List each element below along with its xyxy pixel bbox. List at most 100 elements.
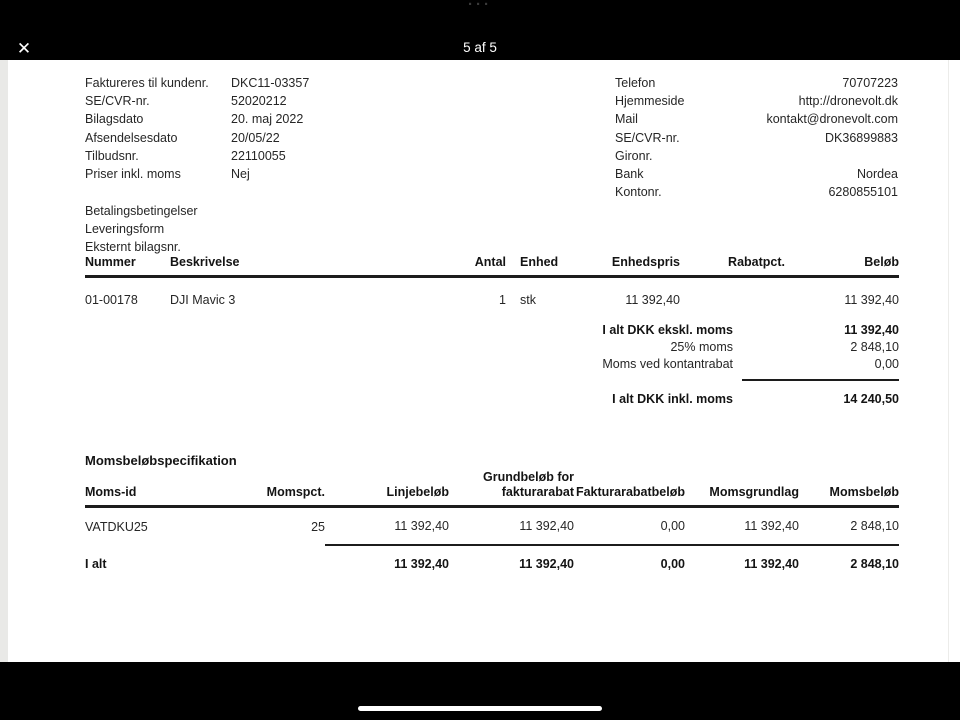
meta-value: Nordea <box>857 167 898 182</box>
page-indicator: 5 af 5 <box>463 40 497 55</box>
terms-labels: Betalingsbetingelser Leveringsform Ekste… <box>85 202 198 257</box>
cell-unit-price: 11 392,40 <box>625 293 680 307</box>
column-header: Linjebeløb <box>325 470 449 508</box>
meta-value: DK36899883 <box>825 130 898 145</box>
total-value: 14 240,50 <box>843 392 899 406</box>
meta-row: Gironr. <box>615 147 898 165</box>
table-row: 01-00178 DJI Mavic 3 1 stk 11 392,40 11 … <box>85 277 899 309</box>
cell-total-label: I alt <box>85 556 107 571</box>
meta-row: SE/CVR-nr. 52020212 <box>85 92 415 110</box>
close-button[interactable]: ✕ <box>12 38 36 60</box>
meta-label: SE/CVR-nr. <box>615 130 680 145</box>
terms-label: Betalingsbetingelser <box>85 204 198 218</box>
table-header-row: Moms-id Momspct. Linjebeløb Grundbeløb f… <box>85 470 899 508</box>
meta-label: Bilagsdato <box>85 112 144 127</box>
total-value: 2 848,10 <box>850 340 899 354</box>
invoice-meta-left: Faktureres til kundenr. DKC11-03357 SE/CV… <box>85 74 415 183</box>
terms-label: Eksternt bilagsnr. <box>85 240 181 255</box>
meta-label: Kontonr. <box>615 185 662 200</box>
cell-quantity: 1 <box>499 293 506 307</box>
invoice-lines-table: Nummer Beskrivelse Antal Enhed Enhedspri… <box>85 255 899 308</box>
cell-vat-pct: 25 <box>311 519 325 534</box>
terms-label: Leveringsform <box>85 222 165 237</box>
page-right-edge <box>948 60 949 662</box>
meta-row: Bank Nordea <box>615 165 898 183</box>
meta-value: kontakt@dronevolt.com <box>766 112 898 127</box>
meta-row: Mail kontakt@dronevolt.com <box>615 110 898 128</box>
total-row: 25% moms 2 848,10 <box>540 339 899 356</box>
cell-number: 01-00178 <box>85 293 138 307</box>
meta-value: DKC11-03357 <box>231 76 310 90</box>
total-value: 11 392,40 <box>844 323 899 337</box>
total-label: I alt DKK ekskl. moms <box>602 323 733 337</box>
meta-label: Bank <box>615 167 644 182</box>
vat-spec-table: Moms-id Momspct. Linjebeløb Grundbeløb f… <box>85 470 899 572</box>
meta-label: Hjemmeside <box>615 94 685 109</box>
meta-value <box>653 147 898 165</box>
column-header: Fakturarabatbeløb <box>574 470 685 508</box>
column-header: Beløb <box>785 255 899 278</box>
totals-divider <box>742 379 899 381</box>
meta-value: Nej <box>231 167 250 182</box>
cell-line-amount: 11 392,40 <box>325 544 449 572</box>
meta-label: Priser inkl. moms <box>85 167 181 182</box>
total-row: I alt DKK ekskl. moms 11 392,40 <box>540 322 899 339</box>
home-indicator[interactable] <box>358 706 602 711</box>
top-bar: ··· ✕ 5 af 5 <box>0 0 960 60</box>
column-header: Beskrivelse <box>170 255 420 278</box>
meta-value: 52020212 <box>231 94 287 109</box>
totals-block: I alt DKK ekskl. moms 11 392,40 25% moms 2… <box>540 322 899 408</box>
total-row: I alt DKK inkl. moms 14 240,50 <box>540 391 899 408</box>
meta-label: Telefon <box>615 76 656 90</box>
total-label: I alt DKK inkl. moms <box>612 392 733 406</box>
total-row: Moms ved kontantrabat 0,00 <box>540 356 899 373</box>
cell-vat-base: 11 392,40 <box>744 519 799 533</box>
cell-description: DJI Mavic 3 <box>170 293 236 307</box>
cell-amount: 11 392,40 <box>844 293 899 307</box>
cell-vat-pct <box>240 545 325 572</box>
cell-base-amount: 11 392,40 <box>449 544 574 572</box>
vat-section-title: Momsbeløbspecifikation <box>85 453 237 468</box>
column-header: Rabatpct. <box>680 255 785 278</box>
meta-label: Mail <box>615 112 638 127</box>
meta-row: Tilbudsnr. 22110055 <box>85 147 415 165</box>
cell-invoice-discount: 0,00 <box>574 544 685 572</box>
meta-row: Telefon 70707223 <box>615 74 898 92</box>
meta-label: Afsendelsesdato <box>85 130 178 145</box>
column-header: Momsgrundlag <box>685 470 799 508</box>
column-header: Grundbeløb for fakturarabat <box>449 470 574 508</box>
meta-value: http://dronevolt.dk <box>798 94 898 109</box>
cell-vat-id: VATDKU25 <box>85 519 148 534</box>
cell-unit: stk <box>520 293 536 307</box>
meta-label: Gironr. <box>615 148 653 163</box>
bottom-bar <box>0 662 960 720</box>
meta-row: Hjemmeside http://dronevolt.dk <box>615 92 898 110</box>
cell-line-amount: 11 392,40 <box>394 519 449 533</box>
column-header: Enhed <box>506 255 566 278</box>
column-header: Antal <box>420 255 506 278</box>
table-total-row: I alt 11 392,40 11 392,40 0,00 11 392,40… <box>85 544 899 572</box>
meta-label: Tilbudsnr. <box>85 148 139 163</box>
cell-base-amount: 11 392,40 <box>519 519 574 533</box>
cell-vat-base: 11 392,40 <box>685 544 799 572</box>
page-left-gutter <box>0 60 8 662</box>
total-value: 0,00 <box>874 357 899 371</box>
column-header: Momspct. <box>240 470 325 508</box>
meta-row: Faktureres til kundenr. DKC11-03357 <box>85 74 415 92</box>
meta-label: SE/CVR-nr. <box>85 94 150 109</box>
total-label: Moms ved kontantrabat <box>602 357 733 371</box>
meta-value: 20. maj 2022 <box>231 112 304 127</box>
document-page[interactable]: Faktureres til kundenr. DKC11-03357 SE/CV… <box>0 60 960 662</box>
meta-row: Priser inkl. moms Nej <box>85 165 415 183</box>
meta-row: SE/CVR-nr. DK36899883 <box>615 129 898 147</box>
meta-value: 70707223 <box>842 76 898 90</box>
meta-row: Afsendelsesdato 20/05/22 <box>85 129 415 147</box>
total-label: 25% moms <box>670 340 733 354</box>
meta-value: 6280855101 <box>828 185 898 200</box>
column-header: Momsbeløb <box>799 470 899 508</box>
column-header: Nummer <box>85 255 170 278</box>
ellipsis-handle-icon[interactable]: ··· <box>468 0 492 13</box>
meta-row: Bilagsdato 20. maj 2022 <box>85 110 415 128</box>
table-header-row: Nummer Beskrivelse Antal Enhed Enhedspri… <box>85 255 899 278</box>
cell-invoice-discount: 0,00 <box>660 519 685 533</box>
